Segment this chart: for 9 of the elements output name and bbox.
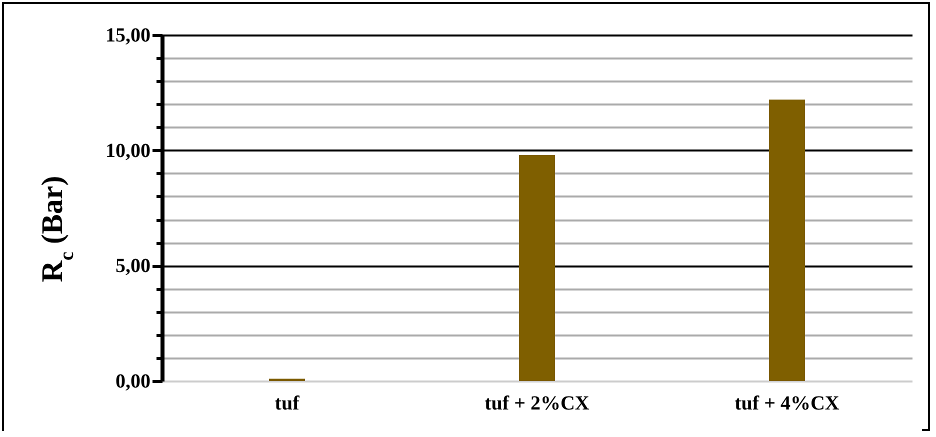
y-tick-label: 10,00 xyxy=(106,140,150,162)
x-tick-label: tuf + 2%CX xyxy=(484,392,590,414)
y-tick-label: 0,00 xyxy=(116,370,150,392)
x-tick-label: tuf + 4%CX xyxy=(734,392,840,414)
x-tick-label: tuf xyxy=(274,392,300,414)
bar xyxy=(519,154,555,381)
bar xyxy=(769,100,805,381)
y-tick-label: 5,00 xyxy=(116,255,150,278)
y-tick-label: 15,00 xyxy=(106,24,150,46)
